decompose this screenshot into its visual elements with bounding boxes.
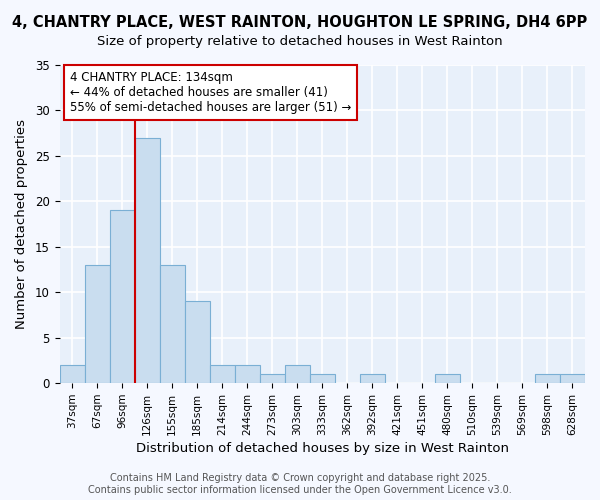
Text: 4, CHANTRY PLACE, WEST RAINTON, HOUGHTON LE SPRING, DH4 6PP: 4, CHANTRY PLACE, WEST RAINTON, HOUGHTON…	[13, 15, 587, 30]
Text: 4 CHANTRY PLACE: 134sqm
← 44% of detached houses are smaller (41)
55% of semi-de: 4 CHANTRY PLACE: 134sqm ← 44% of detache…	[70, 72, 352, 114]
Bar	[260, 374, 285, 383]
X-axis label: Distribution of detached houses by size in West Rainton: Distribution of detached houses by size …	[136, 442, 509, 455]
Bar	[209, 365, 235, 383]
Bar	[110, 210, 134, 383]
Bar	[310, 374, 335, 383]
Bar	[59, 365, 85, 383]
Bar	[160, 265, 185, 383]
Bar	[134, 138, 160, 383]
Bar	[285, 365, 310, 383]
Bar	[185, 302, 209, 383]
Bar	[435, 374, 460, 383]
Bar	[360, 374, 385, 383]
Text: Size of property relative to detached houses in West Rainton: Size of property relative to detached ho…	[97, 35, 503, 48]
Bar	[85, 265, 110, 383]
Bar	[235, 365, 260, 383]
Bar	[560, 374, 585, 383]
Text: Contains HM Land Registry data © Crown copyright and database right 2025.
Contai: Contains HM Land Registry data © Crown c…	[88, 474, 512, 495]
Bar	[535, 374, 560, 383]
Y-axis label: Number of detached properties: Number of detached properties	[15, 119, 28, 329]
